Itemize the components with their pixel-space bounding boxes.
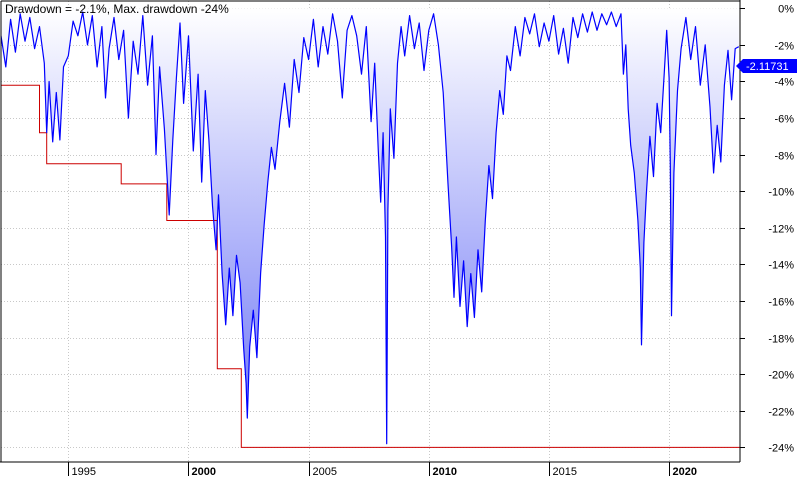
x-tick-label: 1995 — [72, 466, 96, 478]
y-tick-label: -10% — [768, 187, 794, 199]
x-tick-label: 2005 — [313, 466, 337, 478]
y-tick-label: -16% — [768, 297, 794, 309]
drawdown-line — [0, 11, 740, 445]
x-tick-label: 2010 — [433, 466, 457, 478]
y-tick-label: 0% — [778, 4, 794, 16]
drawdown-series-line — [0, 11, 740, 445]
max-drawdown-step-line — [1, 84, 740, 448]
value-badge-text: -2.11731 — [746, 61, 789, 73]
y-tick-label: -22% — [768, 407, 794, 419]
y-tick-label: -8% — [774, 151, 794, 163]
y-tick-label: -20% — [768, 370, 794, 382]
current-value-badge: -2.11731 — [736, 59, 797, 73]
value-badge-shape — [736, 59, 797, 73]
y-tick-label: -24% — [768, 443, 794, 455]
y-tick-label: -14% — [768, 260, 794, 272]
y-tick-label: -12% — [768, 224, 794, 236]
x-axis-ticks: 1995 2000 2005 2010 2015 2020 — [68, 462, 697, 478]
y-tick-label: -2% — [774, 41, 794, 53]
chart-title: Drawdown = -2.1%, Max. drawdown -24% — [5, 2, 229, 16]
max-drawdown-series-line — [1, 84, 740, 448]
y-tick-label: -18% — [768, 334, 794, 346]
y-tick-label: -6% — [774, 114, 794, 126]
x-tick-label: 2015 — [553, 466, 577, 478]
y-axis-ticks: 0% -2% -4% -6% -8% -10% -12% -14% -16% -18% -20% -2… — [740, 4, 794, 455]
x-tick-label: 2000 — [192, 466, 216, 478]
y-tick-label: -4% — [774, 77, 794, 89]
x-tick-label: 2020 — [673, 466, 697, 478]
